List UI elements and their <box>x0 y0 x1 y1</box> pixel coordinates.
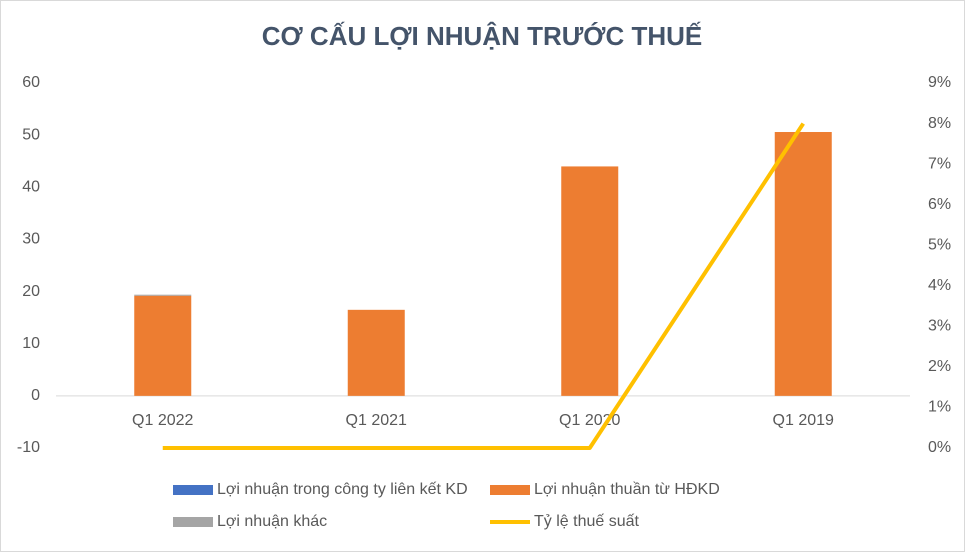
y2-tick-label: 1% <box>928 399 951 416</box>
legend-label: Tỷ lệ thuế suất <box>534 513 640 530</box>
x-tick-label: Q1 2021 <box>346 412 407 429</box>
bar <box>561 166 619 396</box>
legend-swatch <box>490 485 530 495</box>
y2-tick-label: 9% <box>928 74 951 91</box>
legend-swatch <box>173 485 213 495</box>
legend-label: Lợi nhuận trong công ty liên kết KD <box>217 481 468 498</box>
y2-tick-label: 4% <box>928 277 951 294</box>
y-tick-label: 40 <box>22 179 40 196</box>
y-tick-label: 20 <box>22 283 40 300</box>
chart-title: CƠ CẤU LỢI NHUẬN TRƯỚC THUẾ <box>262 21 703 51</box>
x-tick-label: Q1 2019 <box>773 412 834 429</box>
y-tick-label: 10 <box>22 335 40 352</box>
legend-label: Lợi nhuận thuần từ HĐKD <box>534 481 720 498</box>
y2-tick-label: 7% <box>928 155 951 172</box>
y-tick-label: 30 <box>22 231 40 248</box>
bar <box>134 295 192 396</box>
bar <box>347 309 405 396</box>
y2-tick-label: 5% <box>928 236 951 253</box>
y-tick-label: 50 <box>22 126 40 143</box>
y2-tick-label: 3% <box>928 318 951 335</box>
line-series <box>162 122 805 450</box>
y-tick-label: 60 <box>22 74 40 91</box>
bar <box>774 132 832 396</box>
y2-tick-label: 6% <box>928 196 951 213</box>
x-tick-label: Q1 2022 <box>132 412 193 429</box>
legend-swatch <box>173 517 213 527</box>
bar <box>134 294 192 296</box>
y-tick-label: 0 <box>31 387 40 404</box>
y-tick-label: -10 <box>17 439 40 456</box>
y2-tick-label: 0% <box>928 439 951 456</box>
legend-label: Lợi nhuận khác <box>217 513 327 530</box>
y2-tick-label: 2% <box>928 358 951 375</box>
y2-tick-label: 8% <box>928 115 951 132</box>
